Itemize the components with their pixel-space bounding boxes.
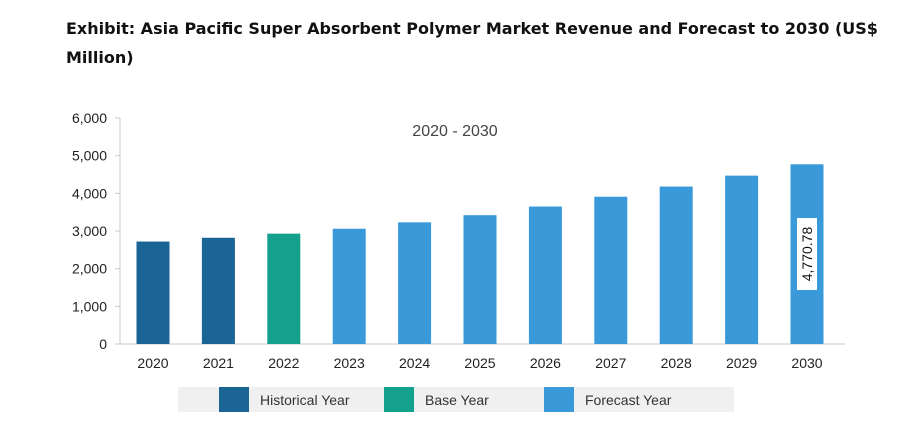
legend-label-base: Base Year <box>425 391 489 408</box>
y-tick-label: 1,000 <box>72 298 107 314</box>
x-tick-label: 2027 <box>595 355 626 371</box>
legend-item-base: Base Year <box>384 387 489 412</box>
x-tick-label: 2028 <box>661 355 692 371</box>
x-tick-label: 2023 <box>334 355 365 371</box>
x-tick-label: 2025 <box>464 355 495 371</box>
bar-2021 <box>201 237 235 344</box>
y-tick-label: 6,000 <box>72 110 107 126</box>
x-tick-label: 2024 <box>399 355 430 371</box>
data-label-text: 4,770.78 <box>799 227 815 282</box>
x-tick-label: 2021 <box>203 355 234 371</box>
bar-2025 <box>463 215 497 344</box>
y-tick-label: 5,000 <box>72 148 107 164</box>
legend-item-forecast: Forecast Year <box>544 387 671 412</box>
chart-bars <box>136 164 824 344</box>
legend-item-historical: Historical Year <box>219 387 350 412</box>
legend-swatch-forecast <box>544 387 574 412</box>
bar-2027 <box>594 196 628 344</box>
legend-label-forecast: Forecast Year <box>585 391 672 408</box>
legend-swatch-historical <box>219 387 249 412</box>
chart-legend: Historical Year Base Year Forecast Year <box>178 387 734 412</box>
data-label-box <box>797 218 817 290</box>
x-tick-label: 2026 <box>530 355 561 371</box>
bar-2026 <box>528 206 562 344</box>
bar-2029 <box>725 175 759 344</box>
y-tick-label: 4,000 <box>72 185 107 201</box>
bar-chart: 0 1,000 2,000 3,000 4,000 5,000 6,000 2020 2021 2… <box>72 110 845 371</box>
x-tick-label: 2022 <box>268 355 299 371</box>
y-tick-label: 0 <box>99 336 107 352</box>
chart-labels: 0 1,000 2,000 3,000 4,000 5,000 6,000 2020 2021 2… <box>72 110 823 371</box>
x-tick-label: 2020 <box>137 355 168 371</box>
y-tick-label: 3,000 <box>72 223 107 239</box>
x-tick-label: 2030 <box>791 355 822 371</box>
bar-2024 <box>398 222 432 344</box>
bar-2023 <box>332 228 366 344</box>
chart-range-annotation: 2020 - 2030 <box>412 123 498 140</box>
y-tick-label: 2,000 <box>72 261 107 277</box>
chart-title: Exhibit: Asia Pacific Super Absorbent Po… <box>66 19 878 67</box>
bar-2028 <box>659 186 693 344</box>
legend-label-historical: Historical Year <box>260 391 350 408</box>
bar-2020 <box>136 241 170 344</box>
x-tick-label: 2029 <box>726 355 757 371</box>
bar-2022 <box>267 233 301 344</box>
legend-swatch-base <box>384 387 414 412</box>
data-label-2030: 4,770.78 <box>797 218 817 290</box>
